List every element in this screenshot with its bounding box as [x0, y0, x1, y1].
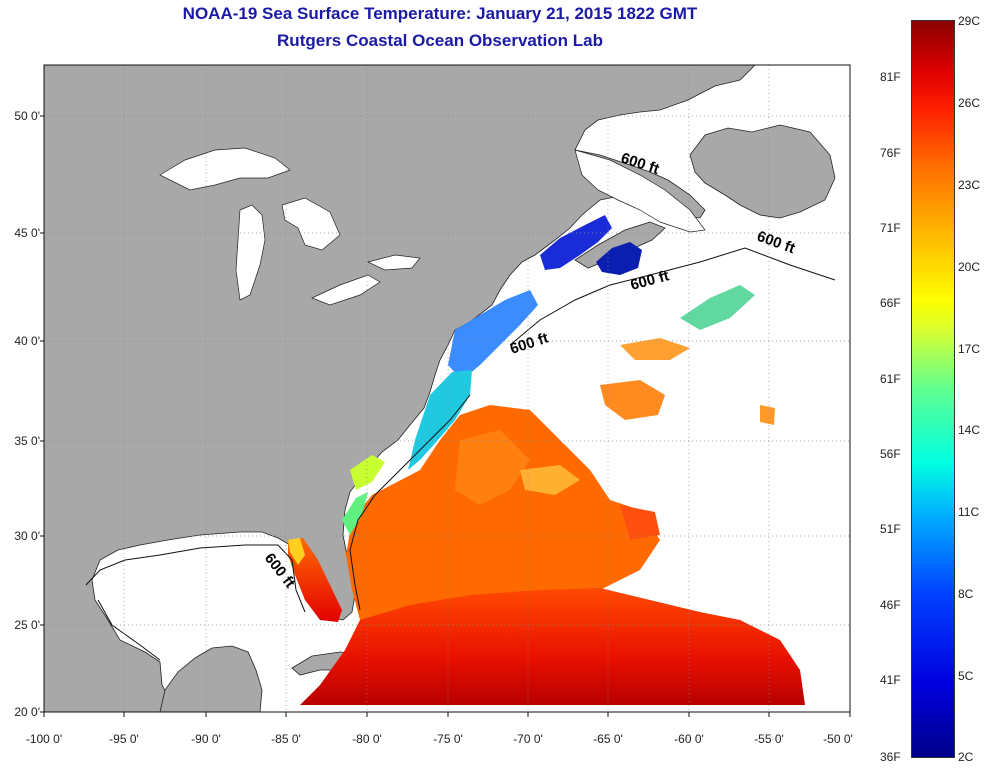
lon-label-55: -55 0': [754, 732, 784, 746]
colorbar-c-14: 14C: [958, 423, 981, 437]
lake-huron: [281, 197, 341, 251]
colorbar-f-56: 56F: [880, 447, 901, 461]
lat-label-40: 40 0': [14, 334, 40, 348]
sst-offshore-patch-3: [680, 285, 755, 330]
colorbar-f-36: 36F: [880, 750, 901, 764]
colorbar-c-17: 17C: [958, 342, 981, 356]
sst-coastal-green-1: [342, 492, 368, 535]
colorbar-f-61: 61F: [880, 372, 901, 386]
land-north-america: [43, 64, 756, 713]
colorbar-c-2: 2C: [958, 750, 974, 764]
map-subtitle: Rutgers Coastal Ocean Observation Lab: [277, 31, 603, 50]
sst-offshore-patch-4: [760, 405, 775, 425]
sst-gulf-stream: [346, 405, 660, 640]
map-title: NOAA-19 Sea Surface Temperature: January…: [182, 4, 698, 23]
gulf-st-lawrence: [574, 149, 706, 233]
lat-label-50: 50 0': [14, 109, 40, 123]
sst-southern-waters: [300, 588, 805, 705]
lon-label-50: -50 0': [823, 732, 853, 746]
isobath-line-gulf: [85, 544, 306, 613]
colorbar-c-29: 29C: [958, 14, 981, 28]
sst-mid-atlantic-bight: [448, 290, 538, 380]
sst-coastal-green-2: [350, 455, 385, 490]
lon-label-60: -60 0': [674, 732, 704, 746]
lake-ontario: [366, 254, 421, 271]
lake-michigan: [235, 204, 266, 301]
sst-offshore-patch-2: [620, 338, 690, 360]
colorbar-c-5: 5C: [958, 669, 974, 683]
lake-superior: [159, 147, 291, 191]
colorbar-c-11: 11C: [958, 505, 980, 519]
colorbar-c-8: 8C: [958, 587, 974, 601]
lon-label-75: -75 0': [433, 732, 463, 746]
colorbar-c-26: 26C: [958, 96, 981, 110]
lat-label-35: 35 0': [14, 434, 40, 448]
lake-erie: [311, 274, 381, 306]
lon-label-80: -80 0': [352, 732, 382, 746]
lon-label-70: -70 0': [513, 732, 543, 746]
sst-bay-of-fundy: [596, 242, 642, 275]
land-newfoundland: [689, 124, 836, 219]
lon-label-100: -100 0': [25, 732, 63, 746]
lat-label-30: 30 0': [14, 529, 40, 543]
colorbar-f-51: 51F: [880, 522, 901, 536]
colorbar-f-76: 76F: [880, 146, 901, 160]
sst-gulf-of-maine: [540, 215, 612, 270]
sst-offshore-patch-6: [520, 465, 580, 495]
colorbar-c-23: 23C: [958, 178, 981, 192]
isobath-line-east: [349, 394, 471, 611]
isobath-line-gulf-south: [97, 599, 161, 661]
colorbar-f-46: 46F: [880, 598, 901, 612]
colorbar-f-41: 41F: [880, 673, 901, 687]
lon-label-90: -90 0': [191, 732, 221, 746]
colorbar-f-81: 81F: [880, 70, 901, 84]
sst-offshore-patch-5: [620, 505, 660, 540]
sst-florida-west-yellow: [288, 538, 305, 565]
sst-carolina-coast: [408, 370, 472, 470]
lat-label-20: 20 0': [14, 705, 40, 719]
lon-label-85: -85 0': [271, 732, 301, 746]
lat-label-45: 45 0': [14, 226, 40, 240]
temperature-colorbar: [911, 20, 955, 758]
isobath-line-north: [509, 247, 836, 346]
land-yucatan: [159, 645, 263, 713]
colorbar-f-71: 71F: [880, 221, 901, 235]
colorbar-c-20: 20C: [958, 260, 981, 274]
lon-label-65: -65 0': [593, 732, 623, 746]
colorbar-f-66: 66F: [880, 296, 901, 310]
sst-offshore-patch-1: [600, 380, 665, 420]
lon-label-95: -95 0': [109, 732, 139, 746]
map-frame: [43, 64, 851, 713]
sst-offshore-warm: [455, 430, 530, 505]
lat-label-25: 25 0': [14, 618, 40, 632]
